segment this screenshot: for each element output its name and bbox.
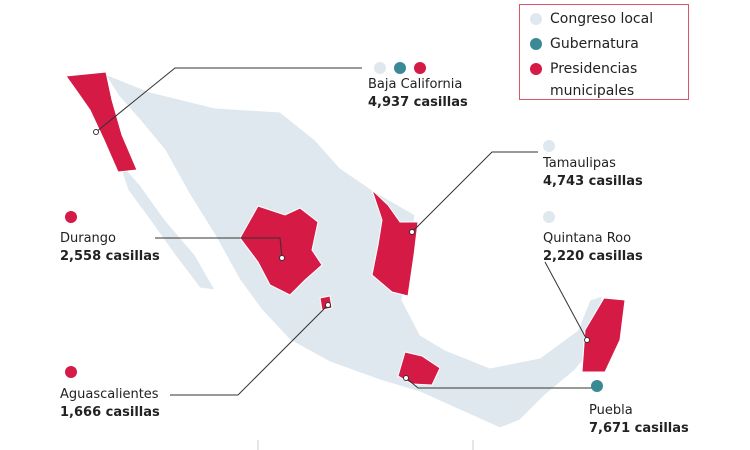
state-label: Baja California 4,937 casillas [368, 76, 468, 112]
state-name: Aguascalientes [60, 387, 159, 402]
frame-ticks [257, 440, 474, 450]
election-dots [65, 62, 603, 392]
leader-points [93, 129, 590, 381]
legend-item: Congreso local [550, 11, 654, 27]
tamaulipas [371, 189, 419, 297]
baja-california [65, 71, 138, 173]
state-name: Baja California [368, 77, 463, 92]
state-label: Quintana Roo 2,220 casillas [543, 230, 643, 266]
state-label: Puebla 7,671 casillas [589, 402, 689, 438]
state-label: Durango 2,558 casillas [60, 230, 160, 266]
casillas: 2,558 casillas [60, 249, 160, 264]
state-name: Quintana Roo [543, 231, 632, 246]
legend-swatches [530, 13, 542, 75]
legend-item: Presidencias municipales [550, 61, 638, 99]
casillas: 4,937 casillas [368, 95, 468, 110]
casillas: 2,220 casillas [543, 249, 643, 264]
casillas: 7,671 casillas [589, 421, 689, 436]
quintana-roo [581, 297, 626, 373]
state-label: Aguascalientes 1,666 casillas [60, 386, 160, 422]
legend-item: Gubernatura [550, 36, 639, 52]
state-name: Durango [60, 231, 117, 246]
leader-lines [95, 67, 595, 396]
mexico-map [103, 72, 603, 429]
state-name: Puebla [589, 403, 633, 418]
legend: Congreso local Gubernatura Presidencias … [519, 4, 689, 100]
casillas: 4,743 casillas [543, 174, 643, 189]
state-name: Tamaulipas [543, 156, 616, 171]
casillas: 1,666 casillas [60, 405, 160, 420]
state-label: Tamaulipas 4,743 casillas [543, 155, 643, 191]
